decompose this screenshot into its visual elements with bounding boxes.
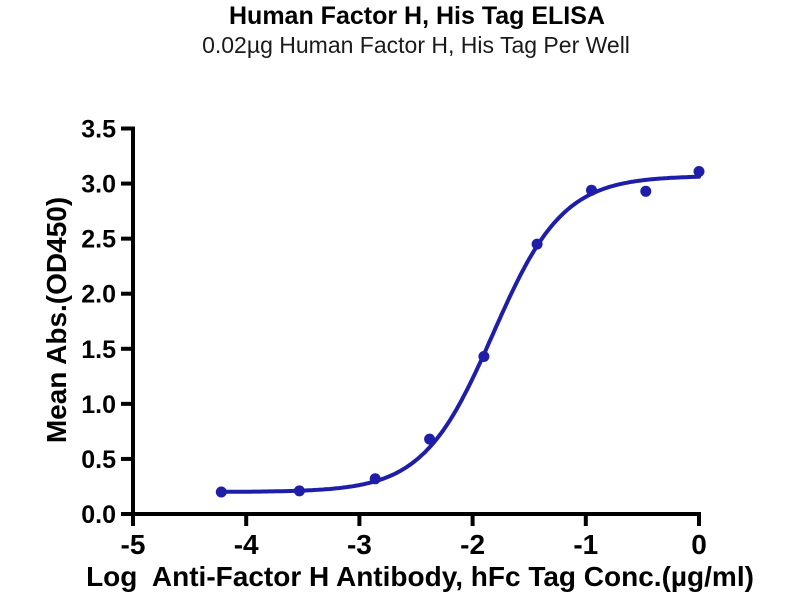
y-tick-label: 0.5 xyxy=(81,446,116,474)
x-tick-label: -2 xyxy=(460,529,485,560)
y-tick-label: 3.0 xyxy=(81,171,116,199)
data-point xyxy=(424,433,436,445)
x-tick-label: -4 xyxy=(234,529,259,560)
y-tick-label: 2.5 xyxy=(81,226,116,254)
data-point xyxy=(478,351,490,362)
data-point xyxy=(531,238,543,250)
data-point xyxy=(640,185,652,197)
y-tick-label: 2.0 xyxy=(81,281,116,309)
data-point xyxy=(215,486,227,498)
data-point xyxy=(693,166,705,177)
y-tick-label: 0.0 xyxy=(81,501,116,529)
y-tick-label: 3.5 xyxy=(81,116,116,144)
x-tick-label: -5 xyxy=(121,529,146,560)
x-tick-label: 0 xyxy=(691,529,707,560)
data-point xyxy=(586,184,597,196)
chart-title: Human Factor H, His Tag ELISA xyxy=(229,2,605,30)
x-tick-label: -1 xyxy=(573,529,598,560)
x-axis-title: Log Anti-Factor H Antibody, hFc Tag Conc… xyxy=(86,561,754,592)
y-tick-label: 1.0 xyxy=(81,391,116,419)
fit-curve xyxy=(219,174,701,494)
data-point xyxy=(293,485,305,497)
y-tick-label: 1.5 xyxy=(81,336,116,364)
chart-subtitle: 0.02µg Human Factor H, His Tag Per Well xyxy=(202,32,630,58)
data-point xyxy=(369,473,381,485)
x-tick-label: -3 xyxy=(347,529,372,560)
